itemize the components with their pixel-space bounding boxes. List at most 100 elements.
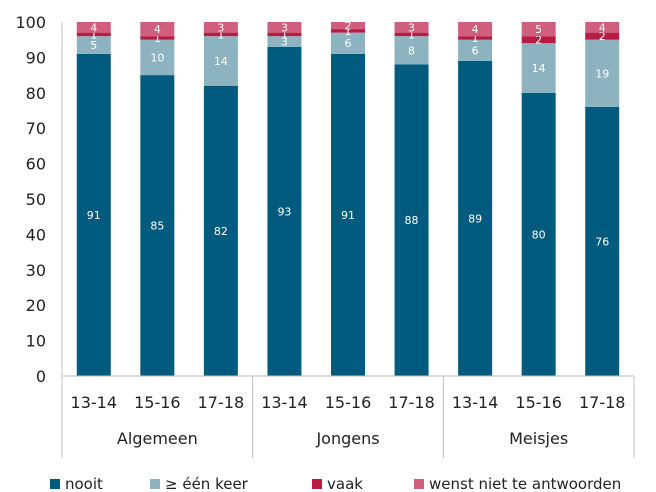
y-tick-label: 40: [26, 225, 46, 244]
bar-segment: [76, 36, 111, 54]
category-label: 13-14: [261, 393, 308, 412]
bar-segment: [76, 22, 111, 33]
group-label: Meisjes: [509, 429, 568, 448]
category-label: 15-16: [325, 393, 372, 412]
bar-segment: [267, 36, 302, 47]
legend-label: ≥ één keer: [165, 475, 249, 492]
bar-segment: [267, 46, 302, 376]
y-tick-label: 80: [26, 84, 46, 103]
data-label: 80: [532, 228, 546, 241]
y-tick-label: 0: [36, 367, 46, 386]
data-label: 4: [90, 21, 97, 34]
data-label: 88: [405, 214, 419, 227]
category-label: 15-16: [515, 393, 562, 412]
x-axis: 13-14 15-16 17-18 13-14 15-16 17-18 13-14 15-16…: [61, 375, 635, 458]
category-label: 13-14: [71, 393, 118, 412]
data-label: 1: [217, 28, 224, 41]
y-tick-label: 50: [26, 190, 46, 209]
bar-segment: [331, 32, 365, 54]
category-label: 17-18: [198, 393, 245, 412]
bar-segment: [140, 39, 175, 76]
data-label: 1: [281, 28, 288, 41]
bar-segment: [203, 36, 238, 86]
bar-segment: [521, 92, 556, 377]
legend-swatch: [50, 479, 60, 489]
bar-segment: [458, 22, 493, 37]
data-label: 6: [472, 44, 479, 57]
data-label: 3: [217, 21, 224, 34]
data-label: 91: [87, 209, 101, 222]
bar-segment: [585, 106, 620, 377]
bar-segment: [394, 22, 429, 33]
legend-swatch: [150, 479, 160, 489]
data-label: 14: [532, 62, 546, 75]
y-tick-label: 90: [26, 48, 46, 67]
y-axis: 0 10 20 30 40 50 60 70 80 90 100: [15, 13, 63, 386]
data-label: 89: [468, 212, 482, 225]
data-label: 2: [599, 30, 606, 43]
bar-segment: [331, 22, 365, 30]
bar-segment: [394, 32, 429, 37]
category-label: 13-14: [452, 393, 499, 412]
category-label: 17-18: [579, 393, 626, 412]
bar-segment: [76, 32, 111, 37]
bar-segment: [394, 36, 429, 65]
data-label: 5: [90, 39, 97, 52]
y-tick-label: 30: [26, 261, 46, 280]
data-label: 5: [535, 23, 542, 36]
bar-segment: [458, 60, 493, 376]
data-label: 2: [535, 34, 542, 47]
bar-segment: [521, 36, 556, 44]
y-tick-label: 100: [15, 13, 46, 32]
legend-label: nooit: [65, 475, 103, 492]
bar-segment: [203, 22, 238, 33]
data-label: 19: [595, 67, 609, 80]
bar-segment: [140, 36, 175, 40]
data-label: 1: [472, 32, 479, 45]
data-label: 3: [281, 21, 288, 34]
legend: nooit ≥ één keer vaak wenst niet te antwoor…: [50, 475, 621, 492]
data-label: 1: [345, 25, 352, 38]
bar-segment: [458, 39, 493, 61]
bar-segment: [331, 53, 365, 377]
bar-segment: [203, 85, 238, 376]
bar-segment: [76, 53, 111, 377]
bar-segment: [458, 36, 493, 40]
legend-label: vaak: [327, 475, 363, 492]
data-label: 8: [408, 44, 415, 57]
y-tick-label: 60: [26, 155, 46, 174]
bar-segment: [521, 43, 556, 93]
bar-segment: [585, 22, 620, 33]
category-label: 15-16: [134, 393, 181, 412]
data-label: 14: [214, 55, 228, 68]
bar-segment: [585, 39, 620, 107]
data-label: 3: [408, 21, 415, 34]
data-label: 82: [214, 225, 228, 238]
bar-segment: [267, 22, 302, 33]
bar-segment: [267, 32, 302, 37]
data-label: 85: [150, 220, 164, 233]
y-tick-label: 20: [26, 296, 46, 315]
y-tick-label: 70: [26, 119, 46, 138]
bars: 9151485101482141393313916128881389614801…: [76, 20, 620, 377]
bar-segment: [331, 29, 365, 33]
bar-segment: [394, 64, 429, 376]
data-label: 2: [345, 20, 352, 33]
data-label: 4: [472, 23, 479, 36]
data-label: 4: [599, 21, 606, 34]
data-label: 1: [408, 28, 415, 41]
data-label: 1: [154, 32, 161, 45]
data-label: 93: [277, 205, 291, 218]
data-label: 91: [341, 209, 355, 222]
data-label: 3: [281, 35, 288, 48]
bar-segment: [585, 32, 620, 40]
data-label: 76: [595, 235, 609, 248]
legend-swatch: [312, 479, 322, 489]
category-label: 17-18: [388, 393, 435, 412]
data-label: 4: [154, 23, 161, 36]
legend-label: wenst niet te antwoorden: [429, 475, 621, 492]
group-label: Algemeen: [117, 429, 198, 448]
bar-segment: [140, 22, 175, 37]
data-label: 1: [90, 28, 97, 41]
